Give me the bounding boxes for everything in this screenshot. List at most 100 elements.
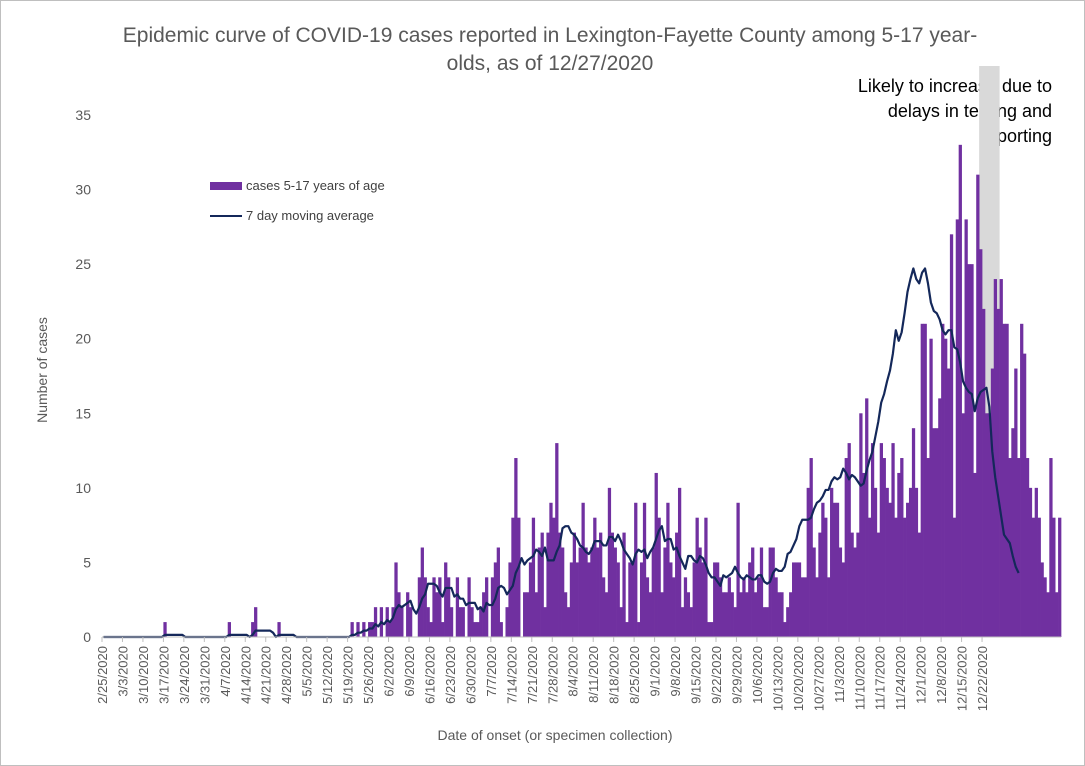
- bar: [449, 607, 454, 637]
- bar: [809, 458, 813, 637]
- x-tick-label: 11/10/2020: [852, 646, 867, 710]
- bar: [982, 308, 986, 637]
- x-tick-label: 5/12/2020: [320, 646, 335, 704]
- bar: [941, 323, 945, 637]
- bar: [426, 607, 430, 637]
- bar: [870, 443, 875, 637]
- x-tick-label: 11/24/2020: [893, 646, 908, 710]
- bar: [590, 547, 594, 637]
- bar: [438, 577, 442, 637]
- bar: [730, 592, 734, 637]
- bar: [1014, 368, 1018, 637]
- bar: [444, 562, 448, 637]
- bar: [818, 532, 822, 637]
- bar: [672, 577, 676, 637]
- bar: [993, 279, 998, 637]
- x-tick-label: 12/8/2020: [934, 646, 949, 704]
- bar: [926, 458, 930, 637]
- bar: [1002, 323, 1006, 637]
- bar: [1022, 353, 1027, 637]
- bar: [850, 532, 854, 637]
- bar: [631, 562, 635, 637]
- bar: [575, 562, 579, 637]
- bar: [549, 502, 553, 637]
- bar: [748, 562, 752, 637]
- bar: [634, 502, 638, 637]
- y-tick-label: 15: [75, 405, 91, 421]
- bar: [613, 547, 617, 637]
- bar: [1017, 458, 1021, 637]
- bar: [654, 472, 658, 637]
- bar: [163, 622, 167, 637]
- bar: [479, 607, 483, 637]
- bar: [707, 622, 711, 637]
- bar: [496, 547, 500, 637]
- bar: [701, 562, 705, 637]
- x-tick-label: 9/8/2020: [668, 646, 683, 697]
- x-tick-label: 9/22/2020: [709, 646, 724, 704]
- x-tick-label: 4/28/2020: [279, 646, 294, 704]
- bar: [859, 413, 863, 637]
- y-tick-label: 10: [75, 480, 91, 496]
- x-tick-label: 2/25/2020: [95, 646, 110, 704]
- bar: [783, 622, 787, 637]
- bar: [891, 443, 895, 637]
- bar: [739, 592, 743, 637]
- bar: [835, 502, 840, 637]
- x-tick-label: 7/7/2020: [484, 646, 499, 697]
- bar: [827, 577, 831, 637]
- x-tick-label: 12/1/2020: [914, 646, 929, 704]
- legend-bar-swatch: [210, 181, 242, 190]
- bar: [853, 547, 857, 637]
- bar: [792, 562, 796, 637]
- bar: [385, 607, 389, 637]
- bar: [832, 502, 837, 637]
- bar: [789, 592, 793, 637]
- bar: [578, 547, 582, 637]
- x-tick-label: 3/24/2020: [177, 646, 192, 704]
- bar: [806, 487, 810, 637]
- moving-average-series: [103, 267, 1020, 639]
- bar: [537, 547, 541, 637]
- bar: [908, 487, 913, 637]
- bar: [715, 562, 720, 637]
- bar: [1011, 428, 1015, 637]
- bar: [587, 562, 591, 637]
- bar: [251, 622, 255, 637]
- bar: [616, 562, 620, 637]
- bar: [876, 532, 881, 637]
- bar: [572, 532, 576, 637]
- bar: [584, 547, 588, 637]
- bar: [844, 458, 848, 637]
- bar: [952, 517, 957, 637]
- axes: 0 5 10 15 20 25 30 35 2/25/2020 3/3/2020 3/10/2020…: [75, 107, 1061, 711]
- x-tick-label: 7/28/2020: [545, 646, 560, 704]
- bar: [1055, 592, 1059, 637]
- bar: [625, 622, 629, 637]
- bar: [721, 592, 726, 637]
- bar: [786, 607, 790, 637]
- bar: [973, 472, 977, 637]
- bar: [868, 517, 872, 637]
- bar: [704, 517, 708, 637]
- bar: [508, 562, 512, 637]
- bar: [984, 413, 989, 637]
- x-tick-label: 8/11/2020: [586, 646, 601, 703]
- x-tick-label: 11/17/2020: [873, 646, 888, 710]
- y-tick-label: 30: [75, 182, 91, 198]
- bar: [470, 607, 474, 637]
- bar: [841, 562, 845, 637]
- bar: [511, 517, 515, 637]
- bar: [754, 592, 758, 637]
- bar: [751, 547, 755, 637]
- bar: [1005, 323, 1009, 637]
- x-tick-label: 3/10/2020: [136, 646, 151, 704]
- legend-line-swatch: [210, 214, 242, 217]
- bar: [862, 472, 866, 637]
- bar: [742, 577, 746, 637]
- bar: [695, 517, 699, 637]
- bar: [648, 592, 653, 637]
- bar: [599, 532, 603, 637]
- x-tick-label: 11/3/2020: [832, 646, 847, 703]
- bar: [675, 532, 679, 637]
